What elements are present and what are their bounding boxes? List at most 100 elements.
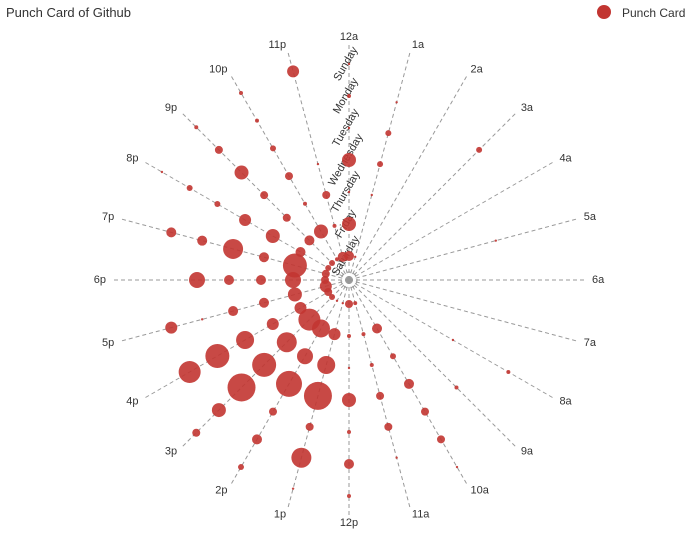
bubble-12a-monday[interactable] bbox=[347, 94, 351, 98]
bubble-11a-monday[interactable] bbox=[395, 456, 398, 459]
bubble-2p-tuesday[interactable] bbox=[269, 407, 277, 416]
bubble-12p-wednesday[interactable] bbox=[342, 393, 356, 407]
bubble-1a-monday[interactable] bbox=[395, 101, 398, 104]
bubble-2p-saturday[interactable] bbox=[335, 299, 339, 302]
bubble-1a-thursday[interactable] bbox=[370, 193, 373, 197]
bubble-7p-wednesday[interactable] bbox=[223, 238, 244, 259]
bubble-12p-friday[interactable] bbox=[347, 334, 351, 338]
bubble-11a-thursday[interactable] bbox=[369, 363, 374, 368]
bubble-10p-sunday[interactable] bbox=[239, 90, 243, 95]
bubble-7p-saturday[interactable] bbox=[321, 269, 330, 278]
bubble-1p-tuesday[interactable] bbox=[305, 422, 314, 431]
bubble-6p-wednesday[interactable] bbox=[224, 275, 234, 285]
bubble-10p-thursday[interactable] bbox=[303, 201, 307, 206]
bubble-4p-wednesday[interactable] bbox=[236, 331, 255, 349]
bubble-11p-wednesday[interactable] bbox=[316, 162, 320, 166]
bubble-8a-monday[interactable] bbox=[506, 370, 511, 374]
bubble-1p-thursday[interactable] bbox=[317, 356, 336, 375]
bubble-10p-wednesday[interactable] bbox=[285, 172, 293, 181]
bubble-1a-tuesday[interactable] bbox=[385, 130, 392, 137]
legend-marker[interactable] bbox=[597, 5, 611, 19]
bubble-6p-tuesday[interactable] bbox=[189, 272, 205, 288]
bubble-5p-monday[interactable] bbox=[165, 321, 178, 334]
bubble-10a-wednesday[interactable] bbox=[404, 378, 414, 389]
bubble-8p-saturday[interactable] bbox=[325, 265, 332, 271]
bubble-10a-friday[interactable] bbox=[372, 323, 382, 334]
bubble-4p-monday[interactable] bbox=[178, 361, 201, 383]
bubble-11a-wednesday[interactable] bbox=[376, 391, 385, 400]
bubble-8p-thursday[interactable] bbox=[265, 229, 280, 243]
bubble-3a-monday[interactable] bbox=[476, 146, 483, 153]
bubble-8p-wednesday[interactable] bbox=[239, 214, 252, 226]
bubble-3p-thursday[interactable] bbox=[276, 332, 297, 353]
bubble-11p-saturday[interactable] bbox=[337, 251, 348, 262]
bubble-11p-thursday[interactable] bbox=[322, 190, 331, 199]
bubble-3p-saturday[interactable] bbox=[329, 293, 336, 300]
bubble-9a-tuesday[interactable] bbox=[454, 385, 459, 390]
bubble-12p-monday[interactable] bbox=[344, 459, 354, 469]
bubble-2p-sunday[interactable] bbox=[238, 464, 244, 471]
bubble-1p-saturday[interactable] bbox=[341, 301, 344, 305]
bubble-11p-sunday[interactable] bbox=[287, 65, 300, 78]
bubble-10p-monday[interactable] bbox=[255, 118, 259, 123]
bubble-12p-saturday[interactable] bbox=[345, 300, 353, 308]
bubble-10p-tuesday[interactable] bbox=[270, 145, 276, 152]
bubble-7p-monday[interactable] bbox=[166, 227, 177, 238]
bubble-5p-wednesday[interactable] bbox=[228, 306, 239, 317]
bubble-9p-thursday[interactable] bbox=[282, 213, 291, 222]
bubble-3p-wednesday[interactable] bbox=[252, 352, 277, 377]
bubble-4p-thursday[interactable] bbox=[266, 318, 279, 330]
bubble-8a-wednesday[interactable] bbox=[451, 338, 455, 342]
bubble-12a-thursday[interactable] bbox=[347, 190, 351, 194]
bubble-7p-tuesday[interactable] bbox=[197, 235, 208, 246]
bubble-12a-tuesday[interactable] bbox=[347, 126, 351, 130]
bubble-5p-friday[interactable] bbox=[287, 287, 302, 302]
bubble-9p-sunday[interactable] bbox=[194, 125, 199, 130]
bubble-5p-tuesday[interactable] bbox=[200, 318, 204, 321]
bubble-11a-saturday[interactable] bbox=[353, 301, 358, 306]
bubble-11a-friday[interactable] bbox=[361, 332, 366, 337]
bubble-3p-monday[interactable] bbox=[211, 403, 226, 418]
bubble-11a-tuesday[interactable] bbox=[384, 422, 393, 431]
bubble-9p-tuesday[interactable] bbox=[234, 165, 249, 180]
bubble-12p-sunday[interactable] bbox=[347, 494, 351, 498]
bubble-4p-friday[interactable] bbox=[294, 302, 307, 314]
bubble-10a-sunday[interactable] bbox=[455, 465, 459, 469]
bubble-12a-sunday[interactable] bbox=[347, 62, 351, 66]
bubble-3p-friday[interactable] bbox=[298, 308, 321, 331]
bubble-1p-friday[interactable] bbox=[328, 328, 341, 341]
legend[interactable]: Punch Card bbox=[597, 5, 685, 20]
bubble-2p-monday[interactable] bbox=[252, 434, 262, 445]
bubble-9p-wednesday[interactable] bbox=[260, 191, 269, 200]
bubble-12a-friday[interactable] bbox=[342, 217, 356, 231]
bubble-9p-monday[interactable] bbox=[214, 145, 223, 154]
bubble-9p-friday[interactable] bbox=[304, 235, 315, 246]
bubble-11p-friday[interactable] bbox=[332, 223, 337, 228]
bubble-4p-tuesday[interactable] bbox=[205, 344, 230, 368]
legend-label[interactable]: Punch Card bbox=[622, 6, 685, 20]
bubble-1p-sunday[interactable] bbox=[291, 487, 295, 490]
bubble-5p-thursday[interactable] bbox=[258, 297, 269, 308]
bubble-10p-friday[interactable] bbox=[314, 224, 328, 239]
bubble-1a-wednesday[interactable] bbox=[377, 161, 384, 168]
bubble-1a-saturday[interactable] bbox=[354, 255, 357, 259]
bubble-9p-saturday[interactable] bbox=[329, 260, 336, 267]
bubble-8p-tuesday[interactable] bbox=[214, 201, 221, 207]
bubble-7p-thursday[interactable] bbox=[258, 252, 269, 263]
bubble-10a-monday[interactable] bbox=[437, 435, 445, 444]
bubble-1p-wednesday[interactable] bbox=[303, 381, 332, 410]
bubble-10a-thursday[interactable] bbox=[390, 353, 396, 360]
bubble-6p-thursday[interactable] bbox=[256, 275, 266, 285]
bubble-5a-tuesday[interactable] bbox=[494, 239, 498, 242]
bubble-12p-thursday[interactable] bbox=[347, 366, 351, 370]
bubble-3p-tuesday[interactable] bbox=[227, 373, 256, 402]
bubble-1p-monday[interactable] bbox=[291, 447, 312, 468]
bubble-6p-saturday[interactable] bbox=[321, 276, 329, 284]
bubble-2p-wednesday[interactable] bbox=[276, 370, 302, 397]
bubble-2p-thursday[interactable] bbox=[297, 348, 313, 365]
bubble-10a-tuesday[interactable] bbox=[421, 407, 429, 416]
bubble-12a-wednesday[interactable] bbox=[342, 153, 356, 167]
bubble-12p-tuesday[interactable] bbox=[347, 430, 351, 434]
bubble-3p-sunday[interactable] bbox=[192, 428, 201, 437]
bubble-8p-friday[interactable] bbox=[295, 247, 306, 257]
